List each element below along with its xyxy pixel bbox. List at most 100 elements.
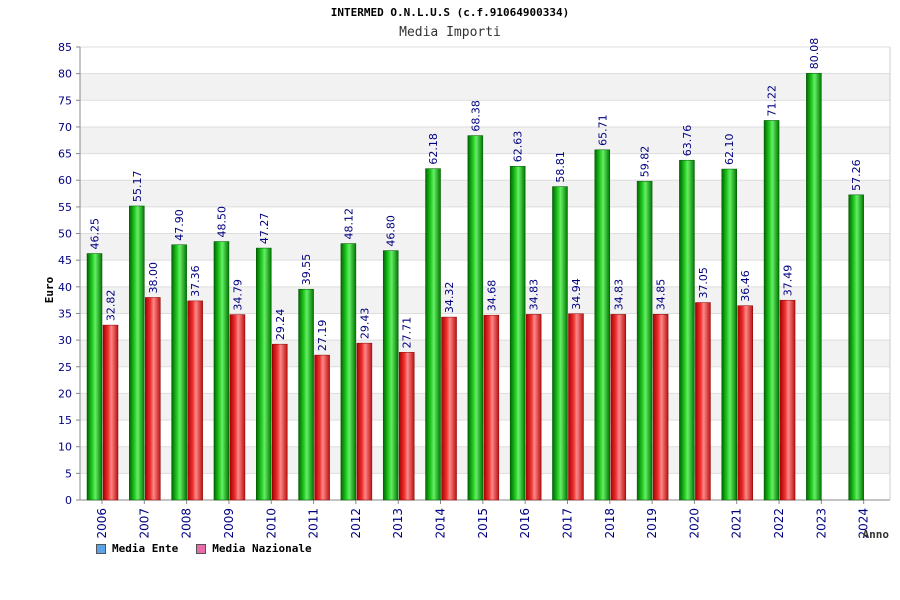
- x-tick-label: 2008: [180, 508, 194, 539]
- data-label: 57.26: [850, 159, 863, 191]
- bar-media-ente: [171, 244, 187, 501]
- data-labels: 46.25 32.82 55.17 38.00 47.90 37.36 48.50 34.79…: [89, 38, 864, 351]
- bar-media-ente: [256, 247, 272, 501]
- bar-media-ente: [552, 186, 568, 501]
- data-label: 80.08: [808, 38, 821, 70]
- x-tick-label: 2024: [857, 508, 871, 539]
- bar-media-ente: [509, 165, 526, 501]
- y-tick-label: 35: [58, 307, 72, 320]
- bar-media-ente: [382, 250, 399, 501]
- legend-item-nazionale: Media Nazionale: [196, 542, 312, 555]
- bar-media-ente: [425, 168, 441, 501]
- data-label: 71.22: [766, 85, 779, 117]
- y-tick-label: 20: [58, 387, 72, 400]
- data-label: 48.50: [215, 206, 228, 238]
- data-label: 34.85: [655, 279, 668, 311]
- data-label: 34.68: [485, 280, 498, 312]
- bar-media-ente: [848, 194, 864, 501]
- x-tick-label: 2016: [518, 508, 532, 539]
- y-tick-label: 50: [58, 228, 72, 241]
- data-label: 37.49: [782, 265, 795, 297]
- legend-label-nazionale: Media Nazionale: [212, 542, 312, 555]
- x-tick-label: 2022: [772, 508, 786, 539]
- y-tick-label: 5: [65, 467, 72, 480]
- data-label: 29.43: [358, 308, 371, 340]
- data-label: 38.00: [147, 262, 160, 294]
- grid-band: [80, 180, 890, 207]
- data-label: 65.71: [596, 114, 609, 146]
- bar-media-nazionale: [145, 297, 161, 501]
- y-axis-label: Euro: [43, 276, 56, 303]
- data-label: 27.19: [316, 320, 329, 352]
- bar-media-nazionale: [610, 314, 627, 501]
- data-label: 47.90: [173, 209, 186, 241]
- bar-media-nazionale: [441, 316, 457, 501]
- bar-media-ente: [467, 135, 484, 501]
- y-tick-label: 40: [58, 281, 72, 294]
- y-tick-label: 75: [58, 94, 72, 107]
- data-label: 36.46: [739, 270, 752, 302]
- bar-media-nazionale: [356, 342, 373, 501]
- chart-subtitle: Media Importi: [399, 25, 501, 40]
- legend-item-ente: Media Ente: [96, 542, 178, 555]
- data-label: 37.36: [189, 265, 202, 297]
- bar-media-nazionale: [779, 299, 796, 501]
- data-label: 68.38: [469, 100, 482, 132]
- x-tick-label: 2007: [137, 508, 151, 539]
- bar-media-nazionale: [525, 314, 542, 501]
- bar-media-ente: [594, 149, 611, 501]
- bar-media-nazionale: [398, 352, 415, 501]
- x-tick-label: 2010: [264, 508, 278, 539]
- bar-media-nazionale: [737, 305, 753, 501]
- data-label: 46.80: [385, 215, 398, 247]
- bar-media-nazionale: [272, 343, 288, 501]
- data-label: 34.94: [570, 278, 583, 310]
- bar-media-nazionale: [229, 314, 246, 501]
- bar-media-nazionale: [314, 354, 330, 501]
- y-tick-label: 45: [58, 254, 72, 267]
- y-tick-label: 70: [58, 121, 72, 134]
- bar-media-ente: [806, 72, 822, 501]
- y-tick-label: 25: [58, 361, 72, 374]
- bar-media-ente: [86, 253, 103, 501]
- data-label: 37.05: [697, 267, 710, 299]
- data-label: 27.71: [401, 317, 414, 349]
- x-axis-label: Anno: [863, 528, 890, 541]
- data-label: 39.55: [300, 254, 313, 286]
- data-label: 46.25: [89, 218, 102, 250]
- bars: [86, 72, 864, 501]
- grid-band: [80, 73, 890, 101]
- bar-media-ente: [298, 288, 314, 501]
- x-tick-label: 2013: [391, 508, 405, 539]
- y-tick-label: 15: [58, 414, 72, 427]
- x-tick-label: 2019: [645, 508, 659, 539]
- x-tick-label: 2014: [434, 508, 448, 539]
- y-tick-label: 30: [58, 334, 72, 347]
- x-tick-label: 2011: [307, 508, 321, 539]
- bar-media-ente: [721, 168, 737, 501]
- data-label: 34.79: [231, 279, 244, 311]
- bar-media-nazionale: [568, 313, 584, 501]
- bar-media-nazionale: [652, 314, 669, 501]
- y-tick-label: 65: [58, 148, 72, 161]
- y-tick-label: 80: [58, 68, 72, 81]
- x-tick-label: 2021: [730, 508, 744, 539]
- bar-media-nazionale: [695, 302, 711, 501]
- data-label: 47.27: [258, 213, 271, 245]
- bar-media-ente: [763, 120, 780, 501]
- bar-media-ente: [636, 180, 653, 501]
- chart-title: INTERMED O.N.L.U.S (c.f.91064900334): [330, 6, 570, 19]
- grid-band: [80, 126, 890, 154]
- y-tick-label: 60: [58, 174, 72, 187]
- y-tick-label: 85: [58, 41, 72, 54]
- legend-swatch-nazionale: [196, 543, 207, 554]
- data-label: 29.24: [274, 309, 287, 341]
- data-label: 34.83: [612, 279, 625, 311]
- data-label: 55.17: [131, 170, 144, 202]
- legend-label-ente: Media Ente: [112, 542, 179, 555]
- legend-swatch-ente: [96, 543, 106, 554]
- data-label: 63.76: [681, 125, 694, 157]
- x-tick-label: 2020: [687, 508, 701, 539]
- data-label: 48.12: [342, 208, 355, 240]
